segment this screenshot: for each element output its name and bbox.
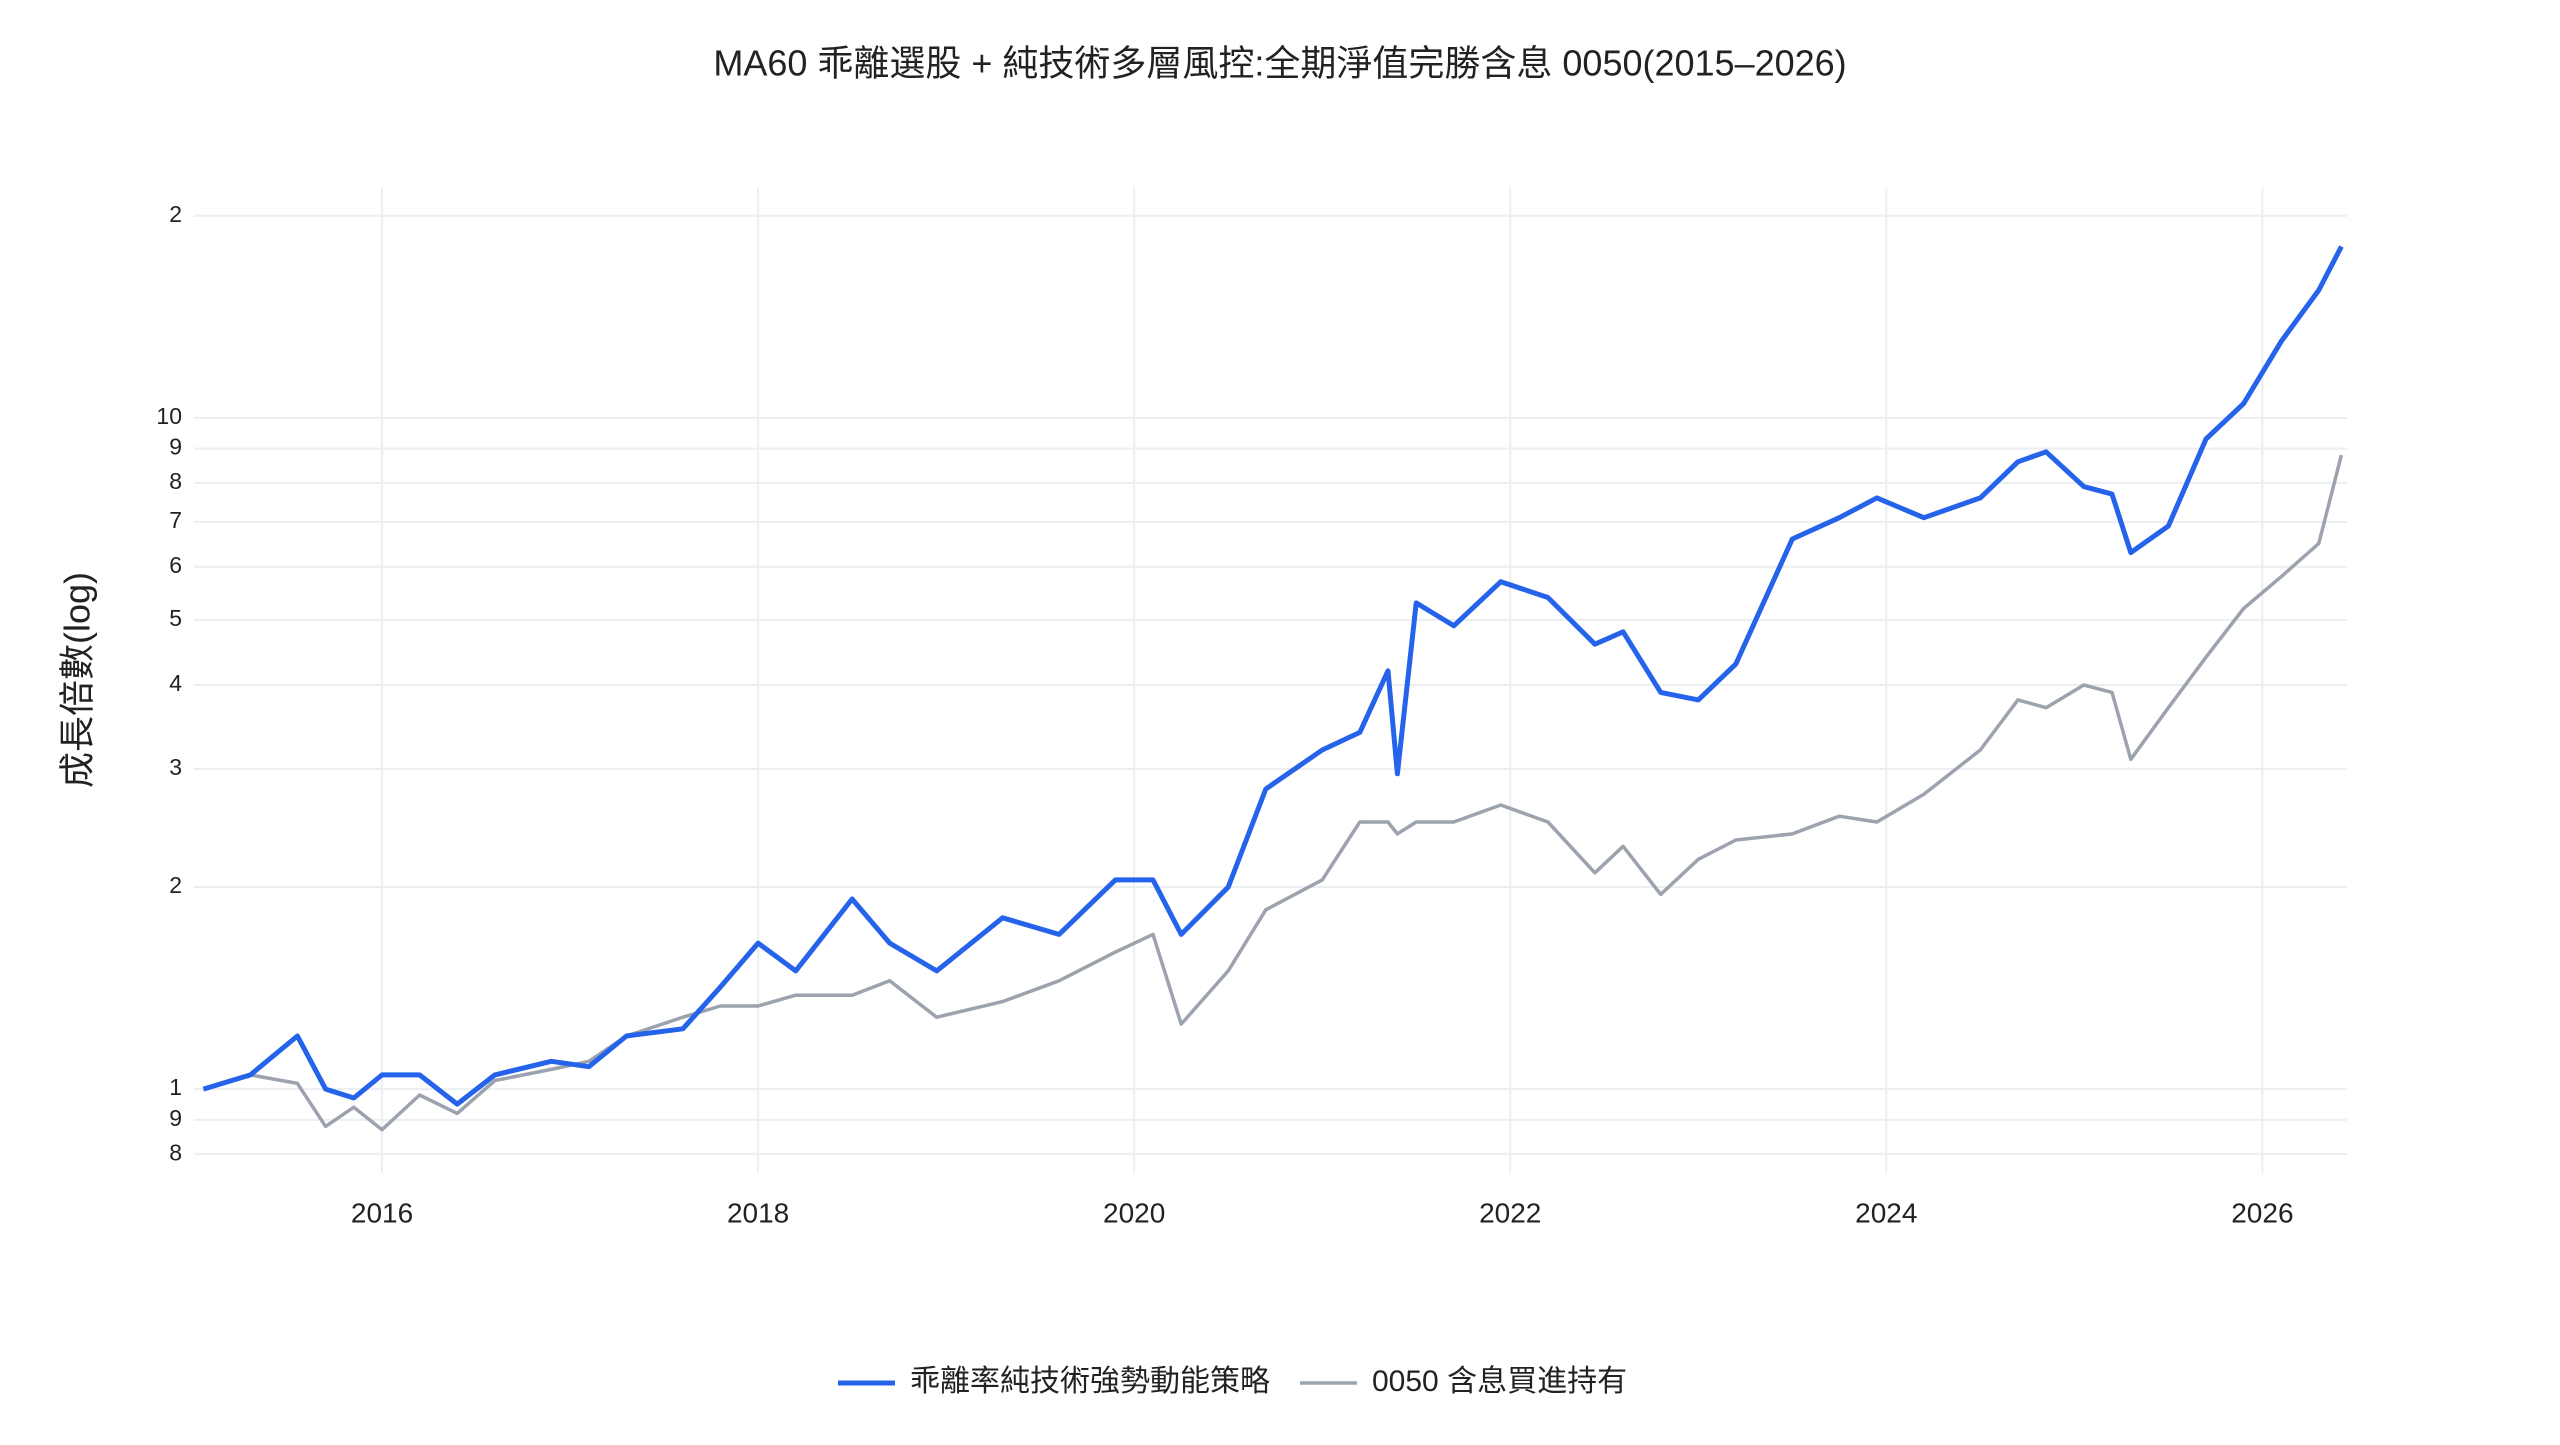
y-tick-label: 2 — [169, 872, 182, 898]
grid — [194, 188, 2347, 1173]
legend-item: 0050 含息買進持有 — [1300, 1365, 1627, 1398]
x-tick-label: 2020 — [1103, 1197, 1165, 1228]
y-axis-title: 成長倍數(log) — [57, 572, 98, 788]
series-line — [202, 245, 2344, 1107]
y-tick-label: 3 — [169, 754, 182, 780]
x-tick-label: 2018 — [727, 1197, 789, 1228]
x-tick-label: 2024 — [1855, 1197, 1917, 1228]
y-tick-label: 9 — [169, 434, 182, 460]
y-tick-label: 7 — [169, 507, 182, 533]
y-tick-label: 6 — [169, 552, 182, 578]
x-tick-label: 2026 — [2231, 1197, 2293, 1228]
y-tick-label: 2 — [169, 201, 182, 227]
legend-label: 0050 含息買進持有 — [1372, 1365, 1627, 1398]
y-tick-label: 1 — [169, 1074, 182, 1100]
y-tick-label: 9 — [169, 1105, 182, 1131]
legend-label: 乖離率純技術強勢動能策略 — [910, 1365, 1270, 1398]
x-tick-label: 2016 — [351, 1197, 413, 1228]
series-line — [202, 454, 2344, 1132]
y-tick-label: 8 — [169, 1139, 182, 1165]
legend-item: 乖離率純技術強勢動能策略 — [838, 1365, 1270, 1398]
y-tick-label: 4 — [169, 670, 182, 696]
legend: 乖離率純技術強勢動能策略 0050 含息買進持有 — [838, 1365, 1627, 1398]
x-tick-label: 2022 — [1479, 1197, 1541, 1228]
chart-title: MA60 乖離選股 + 純技術多層風控:全期淨值完勝含息 0050(2015–2… — [713, 43, 1846, 84]
y-tick-label: 5 — [169, 605, 182, 631]
y-tick-label: 10 — [156, 403, 182, 429]
y-tick-label: 8 — [169, 468, 182, 494]
